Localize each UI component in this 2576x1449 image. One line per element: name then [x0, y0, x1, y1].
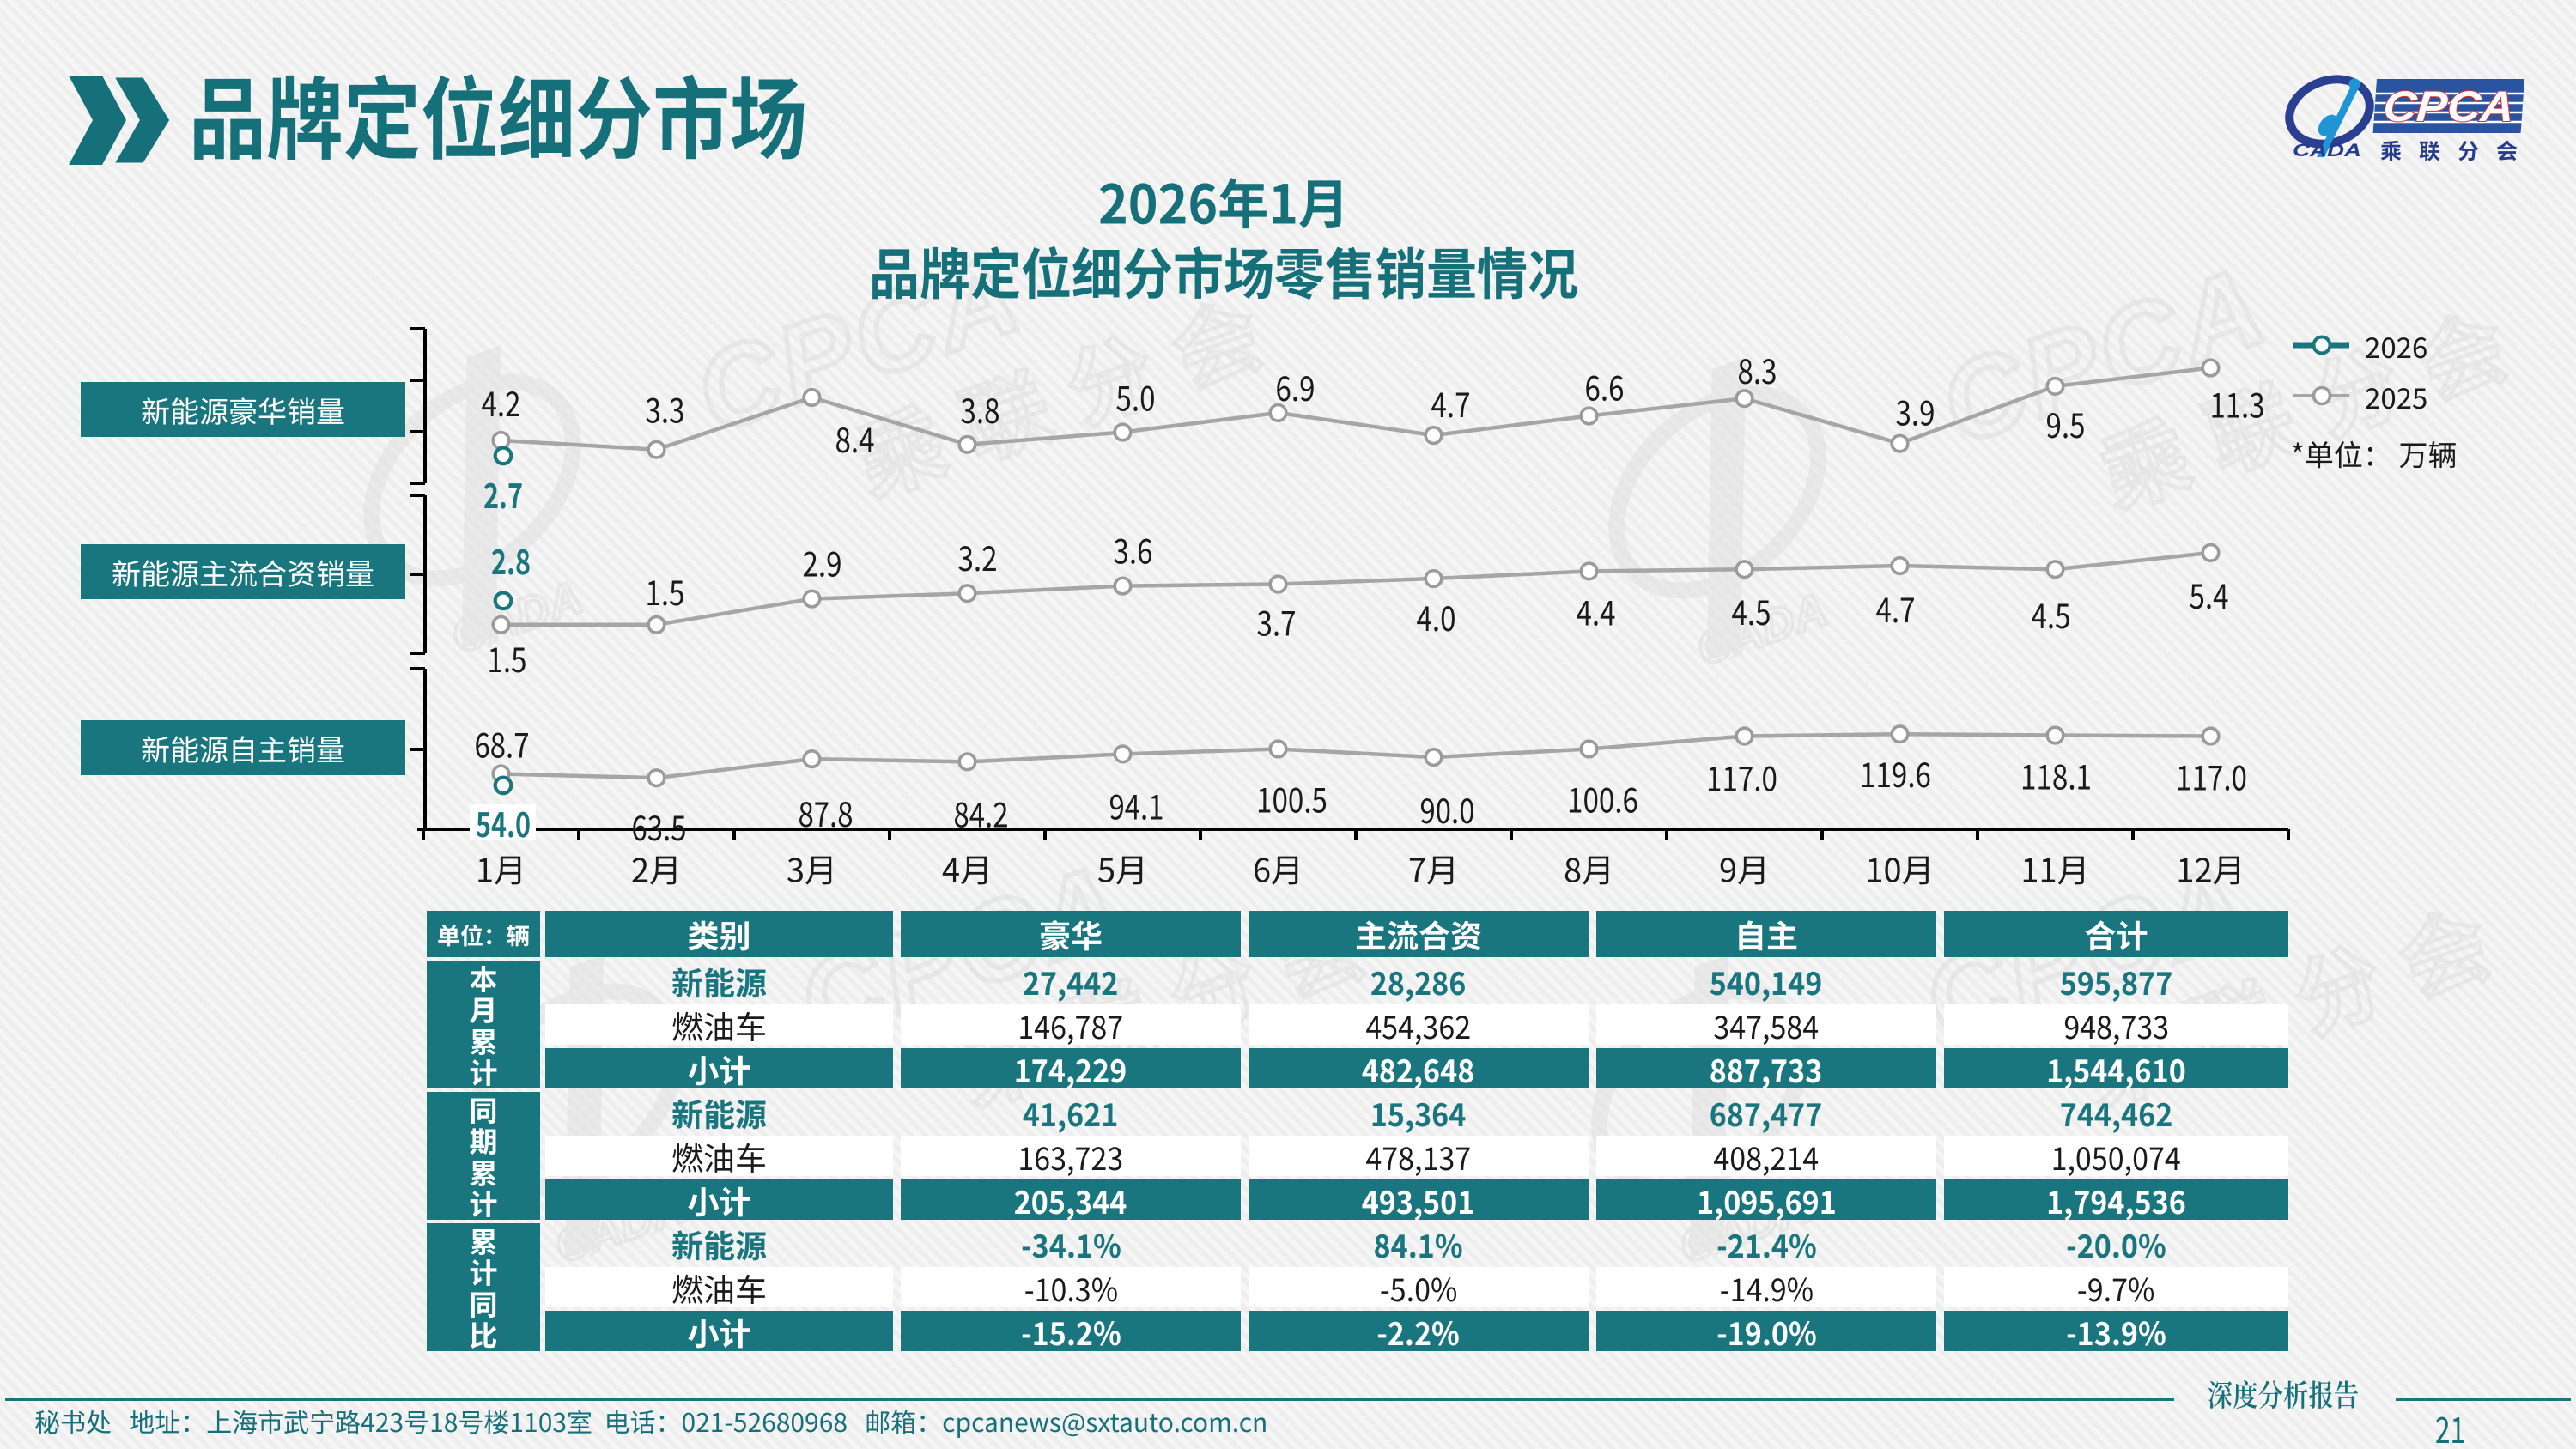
svg-text:117.0: 117.0 [2176, 751, 2247, 801]
svg-text:4.0: 4.0 [1417, 591, 1456, 641]
svg-text:6月: 6月 [1253, 845, 1303, 892]
svg-text:6.6: 6.6 [1585, 361, 1625, 411]
svg-text:100.5: 100.5 [1256, 773, 1327, 823]
svg-text:94.1: 94.1 [1109, 779, 1164, 829]
svg-text:5月: 5月 [1097, 845, 1148, 892]
svg-text:3月: 3月 [787, 845, 837, 892]
svg-text:乘联分会: 乘联分会 [2380, 135, 2518, 166]
svg-text:2.7: 2.7 [483, 469, 523, 518]
svg-text:2025: 2025 [2365, 376, 2427, 417]
svg-text:117.0: 117.0 [1706, 752, 1777, 802]
svg-text:4.4: 4.4 [1577, 585, 1616, 635]
svg-text:4.5: 4.5 [2032, 589, 2071, 639]
svg-text:CPCA: CPCA [2382, 72, 2517, 134]
svg-text:68.7: 68.7 [475, 718, 530, 768]
svg-text:1月: 1月 [476, 845, 526, 892]
svg-text:54.0: 54.0 [476, 797, 531, 847]
svg-text:11月: 11月 [2020, 845, 2089, 892]
svg-text:8.3: 8.3 [1738, 344, 1777, 394]
svg-text:3.9: 3.9 [1896, 386, 1935, 436]
svg-text:4.7: 4.7 [1876, 583, 1916, 633]
svg-text:8月: 8月 [1564, 845, 1614, 892]
svg-text:3.2: 3.2 [958, 531, 998, 581]
svg-text:6.9: 6.9 [1276, 361, 1315, 411]
svg-text:3.7: 3.7 [1257, 597, 1297, 646]
svg-text:1.5: 1.5 [646, 566, 685, 615]
svg-text:2026: 2026 [2365, 325, 2427, 367]
svg-text:12月: 12月 [2176, 845, 2245, 892]
svg-text:90.0: 90.0 [1420, 784, 1475, 834]
svg-text:8.4: 8.4 [835, 413, 875, 463]
svg-text:87.8: 87.8 [799, 787, 854, 837]
svg-text:100.6: 100.6 [1567, 773, 1638, 823]
svg-text:5.0: 5.0 [1116, 372, 1156, 421]
svg-text:1.5: 1.5 [488, 633, 527, 682]
svg-text:9月: 9月 [1719, 845, 1770, 892]
svg-text:84.2: 84.2 [954, 787, 1009, 837]
svg-text:4月: 4月 [942, 845, 993, 892]
svg-text:7月: 7月 [1408, 845, 1459, 892]
svg-text:2月: 2月 [631, 845, 682, 892]
svg-text:CADA: CADA [2293, 136, 2361, 162]
svg-text:11.3: 11.3 [2210, 379, 2265, 428]
svg-text:*单位： 万辆: *单位： 万辆 [2291, 433, 2458, 475]
svg-text:2.9: 2.9 [803, 537, 842, 587]
svg-text:3.8: 3.8 [961, 384, 1000, 433]
svg-text:4.7: 4.7 [1431, 378, 1471, 427]
svg-text:2.8: 2.8 [491, 535, 531, 585]
svg-text:4.5: 4.5 [1732, 585, 1771, 635]
svg-text:9.5: 9.5 [2046, 398, 2086, 448]
svg-text:10月: 10月 [1865, 845, 1934, 892]
svg-text:4.2: 4.2 [482, 377, 521, 427]
svg-text:3.3: 3.3 [646, 384, 685, 433]
svg-text:119.6: 119.6 [1860, 748, 1931, 797]
svg-text:5.4: 5.4 [2190, 569, 2229, 619]
svg-text:63.5: 63.5 [632, 801, 687, 851]
svg-text:118.1: 118.1 [2020, 750, 2092, 800]
svg-text:3.6: 3.6 [1114, 524, 1153, 574]
